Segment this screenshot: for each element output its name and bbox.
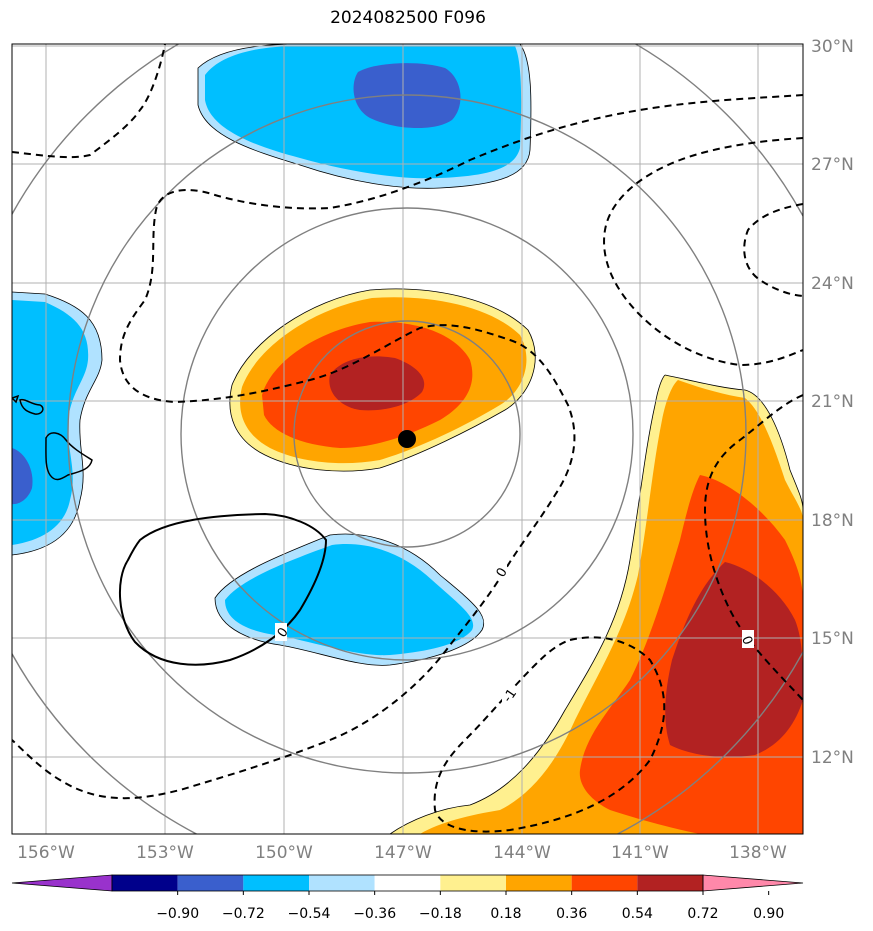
- colorbar-segment: [440, 875, 506, 891]
- colorbar-segment: [112, 875, 178, 891]
- colorbar-tick-label: 0.18: [490, 906, 521, 922]
- colorbar: [11, 874, 804, 892]
- lat-label-15n: 15°N: [811, 629, 854, 649]
- colorbar-extend-high: [702, 874, 804, 892]
- colorbar-tick-label: 0.54: [622, 906, 653, 922]
- pos-anomaly-east-strong: [665, 562, 803, 757]
- lat-label-27n: 27°N: [811, 155, 854, 175]
- colorbar-tick-label: −0.18: [419, 906, 462, 922]
- colorbar-segment: [374, 875, 441, 891]
- contours: [12, 44, 803, 833]
- lon-label-144w: 144°W: [493, 843, 551, 863]
- colorbar-tick-label: −0.36: [353, 906, 396, 922]
- lat-label-12n: 12°N: [811, 748, 854, 768]
- colorbar-tick-label: −0.90: [156, 906, 199, 922]
- contour-label-bg-d: [502, 686, 516, 704]
- contour-label-bg-c: [742, 630, 754, 648]
- colorbar-tick-label: −0.72: [222, 906, 265, 922]
- lon-label-147w: 147°W: [374, 843, 432, 863]
- storm-center-marker: [398, 430, 416, 448]
- colorbar-segment: [506, 875, 572, 891]
- colorbar-labels: −0.90 −0.72 −0.54 −0.36 −0.18 0.18 0.36 0.54 0.7…: [156, 891, 784, 922]
- colorbar-segment: [177, 875, 244, 891]
- range-rings: [12, 44, 803, 834]
- plot-frame: [11, 43, 804, 835]
- map-title: 2024082500 F096: [330, 8, 486, 28]
- neg-anomaly-south-core: [225, 544, 474, 656]
- colorbar-frame: [111, 874, 704, 892]
- lat-label-24n: 24°N: [811, 274, 854, 294]
- contour-label-bg-a: [495, 562, 507, 580]
- lat-label-30n: 30°N: [811, 37, 854, 57]
- lon-label-156w: 156°W: [17, 843, 75, 863]
- lon-label-138w: 138°W: [729, 843, 787, 863]
- colorbar-tick-label: 0.90: [753, 906, 784, 922]
- colorbar-tick-label: 0.72: [687, 906, 718, 922]
- colorbar-tick-label: −0.54: [288, 906, 331, 922]
- zero-line-east: [664, 374, 803, 511]
- latitude-labels: 30°N 27°N 24°N 21°N 18°N 15°N 12°N: [811, 37, 854, 768]
- lon-label-153w: 153°W: [136, 843, 194, 863]
- hawaii-coastline: [12, 394, 93, 481]
- contour-label-bg-b: [275, 623, 287, 641]
- lat-label-21n: 21°N: [811, 392, 854, 412]
- lat-label-18n: 18°N: [811, 511, 854, 531]
- lon-label-141w: 141°W: [611, 843, 669, 863]
- colorbar-segment: [637, 875, 703, 891]
- colorbar-extend-low: [11, 874, 113, 892]
- zero-line-southeast: [389, 374, 666, 834]
- pos-anomaly-center-strong: [329, 356, 425, 411]
- colorbar-segment: [309, 875, 375, 891]
- neg-anomaly-west-strong: [12, 448, 33, 505]
- lon-label-150w: 150°W: [255, 843, 313, 863]
- colorbar-segment: [243, 875, 309, 891]
- zero-line-center: [229, 288, 536, 472]
- colorbar-tick-label: 0.36: [556, 906, 587, 922]
- zero-line-south: [214, 533, 484, 666]
- colorbar-segment: [571, 875, 638, 891]
- zero-line-west: [12, 291, 103, 556]
- longitude-labels: 156°W 153°W 150°W 147°W 144°W 141°W 138°…: [17, 843, 787, 863]
- map-plot-area: 0 0 0 -1: [12, 44, 803, 834]
